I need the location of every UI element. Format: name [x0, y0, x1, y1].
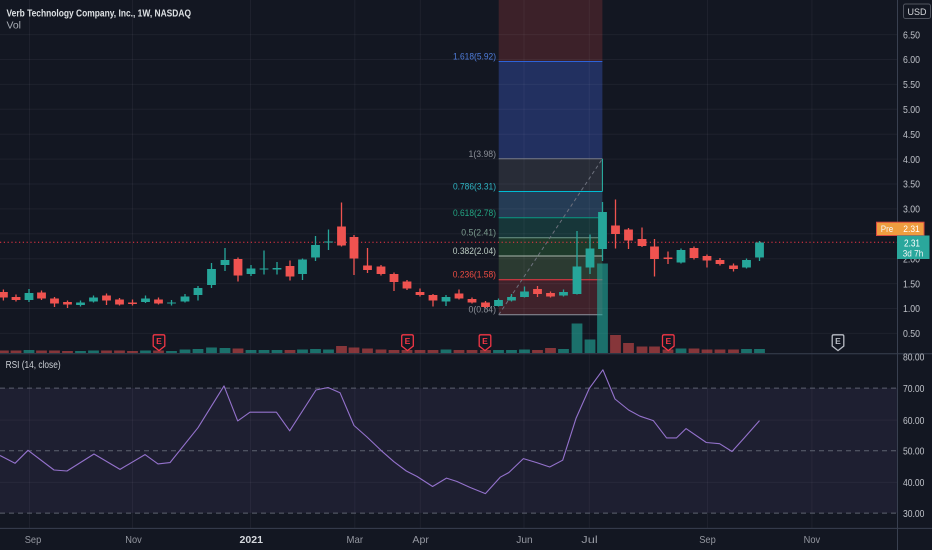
svg-text:1.618(5.92): 1.618(5.92) — [453, 52, 496, 63]
svg-text:3.50: 3.50 — [903, 179, 920, 191]
svg-text:1.00: 1.00 — [903, 303, 920, 315]
svg-text:4.50: 4.50 — [903, 129, 920, 141]
svg-text:0(0.84): 0(0.84) — [469, 305, 497, 316]
svg-text:60.00: 60.00 — [903, 415, 925, 427]
svg-text:1.50: 1.50 — [903, 278, 920, 290]
svg-text:4.00: 4.00 — [903, 154, 920, 166]
svg-text:2.31: 2.31 — [904, 238, 920, 249]
svg-text:E: E — [835, 336, 841, 346]
svg-text:50.00: 50.00 — [903, 446, 925, 458]
svg-text:0.786(3.31): 0.786(3.31) — [453, 182, 496, 193]
svg-text:5.50: 5.50 — [903, 79, 920, 91]
svg-text:0.618(2.78): 0.618(2.78) — [453, 208, 496, 219]
svg-text:0.236(1.58): 0.236(1.58) — [453, 270, 496, 281]
svg-text:E: E — [156, 336, 162, 346]
svg-text:1(3.98): 1(3.98) — [469, 149, 497, 160]
svg-text:80.00: 80.00 — [903, 352, 925, 364]
svg-text:Jun: Jun — [516, 534, 533, 546]
svg-text:6.00: 6.00 — [903, 54, 920, 66]
svg-text:Mar: Mar — [347, 534, 364, 546]
svg-text:Nov: Nov — [125, 534, 142, 546]
svg-text:RSI (14, close): RSI (14, close) — [6, 360, 61, 371]
svg-text:5.00: 5.00 — [903, 104, 920, 116]
svg-text:0.5(2.41): 0.5(2.41) — [461, 228, 496, 239]
svg-text:Pre: Pre — [881, 224, 894, 234]
svg-text:40.00: 40.00 — [903, 477, 925, 489]
svg-text:6.50: 6.50 — [903, 29, 920, 41]
svg-text:Sep: Sep — [25, 534, 42, 546]
svg-text:0.382(2.04): 0.382(2.04) — [453, 246, 496, 257]
svg-text:3d 7h: 3d 7h — [903, 249, 924, 260]
svg-text:2.31: 2.31 — [903, 224, 920, 235]
svg-text:USD: USD — [908, 7, 927, 18]
svg-text:E: E — [482, 336, 488, 346]
svg-text:Sep: Sep — [699, 534, 716, 546]
svg-text:2021: 2021 — [240, 534, 264, 546]
svg-text:E: E — [405, 336, 411, 346]
svg-text:Nov: Nov — [804, 534, 821, 546]
svg-text:Apr: Apr — [412, 534, 429, 546]
svg-text:E: E — [665, 336, 671, 346]
svg-text:30.00: 30.00 — [903, 508, 925, 520]
svg-text:Jul: Jul — [581, 534, 598, 546]
svg-text:70.00: 70.00 — [903, 383, 925, 395]
svg-text:0.50: 0.50 — [903, 328, 920, 340]
svg-text:Verb Technology Company, Inc.,: Verb Technology Company, Inc., 1W, NASDA… — [7, 9, 192, 20]
svg-text:3.00: 3.00 — [903, 204, 920, 216]
svg-text:Vol: Vol — [7, 21, 22, 32]
